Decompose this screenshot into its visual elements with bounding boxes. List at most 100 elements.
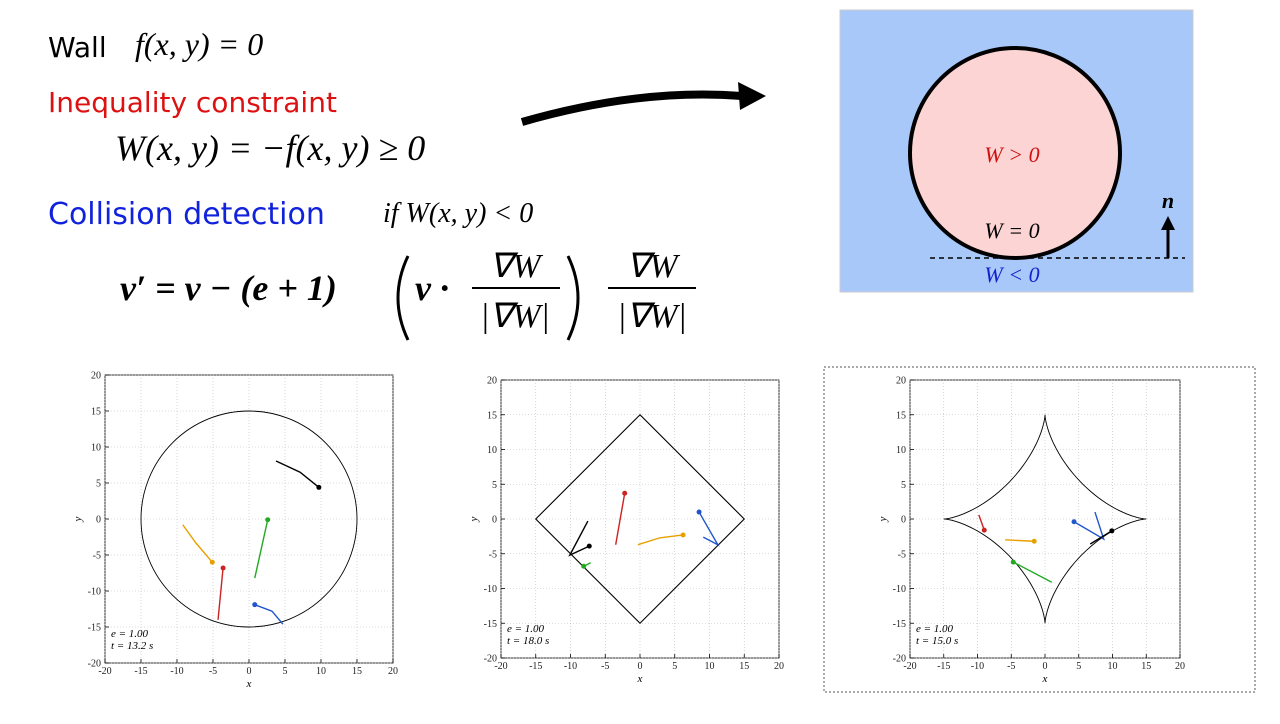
y-tick-label: 20 (487, 376, 497, 387)
x-axis-label: x (1042, 673, 1048, 685)
boundary-label: W = 0 (984, 218, 1039, 243)
particle (1071, 519, 1077, 525)
x-tick-label: 20 (388, 666, 398, 677)
y-tick-label: -20 (484, 654, 497, 665)
y-tick-label: 5 (901, 480, 906, 491)
x-tick-label: 5 (283, 666, 288, 677)
trajectory (217, 567, 224, 620)
y-tick-label: 0 (96, 515, 101, 526)
x-tick-label: 10 (316, 666, 326, 677)
y-axis-label: y (877, 516, 889, 522)
particle (265, 517, 271, 523)
particle (252, 602, 258, 608)
outside-label: W < 0 (984, 262, 1039, 287)
wall (943, 414, 1147, 624)
inside-label: W > 0 (984, 142, 1039, 167)
trajectory (698, 511, 720, 547)
y-tick-label: 20 (91, 371, 101, 382)
wall-label: Wall (48, 31, 107, 64)
y-tick-label: 10 (487, 445, 497, 456)
x-tick-label: 10 (705, 661, 715, 672)
paren (566, 255, 580, 341)
annotation: t = 18.0 s (507, 635, 549, 647)
trajectory (182, 524, 213, 563)
particle (1031, 538, 1037, 544)
x-tick-label: -5 (1007, 661, 1015, 672)
wall-equation: f(x, y) = 0 (135, 26, 263, 62)
annotation: e = 1.00 (916, 623, 954, 635)
reflection-formula: v′ = v − (e + 1) v · ∇W |∇W| ∇W |∇W| (120, 248, 696, 341)
constraint-equation: W(x, y) = −f(x, y) ≥ 0 (115, 128, 425, 168)
fraction-denominator: |∇W| (480, 298, 550, 335)
collision-label: Collision detection (48, 197, 325, 232)
y-tick-label: 20 (896, 376, 906, 387)
x-tick-label: -20 (98, 666, 111, 677)
panel-frame (823, 366, 1256, 693)
trajectory (254, 604, 284, 625)
y-tick-label: 0 (901, 515, 906, 526)
y-tick-label: 5 (492, 480, 497, 491)
x-tick-label: -5 (209, 666, 217, 677)
trajectory (637, 534, 684, 546)
particle (696, 509, 702, 515)
x-tick-label: 0 (1043, 661, 1048, 672)
y-tick-label: 5 (96, 479, 101, 490)
wall-diagram: n W > 0 W = 0 W < 0 (839, 9, 1194, 293)
x-tick-label: 15 (739, 661, 749, 672)
paren (396, 255, 410, 341)
annotation: e = 1.00 (507, 623, 545, 635)
normal-label: n (1162, 188, 1174, 213)
x-tick-label: -15 (134, 666, 147, 677)
arrow-head (738, 82, 766, 110)
y-tick-label: 0 (492, 515, 497, 526)
y-tick-label: 10 (896, 445, 906, 456)
x-tick-label: 0 (247, 666, 252, 677)
x-axis-label: x (246, 678, 252, 690)
x-tick-label: 20 (1175, 661, 1185, 672)
x-tick-label: -20 (494, 661, 507, 672)
particle (209, 559, 215, 565)
y-tick-label: -20 (88, 659, 101, 670)
y-axis-label: y (468, 516, 480, 522)
y-tick-label: 15 (91, 407, 101, 418)
normal-arrow-head (1161, 216, 1175, 230)
trajectory (568, 520, 590, 557)
trajectory (1073, 511, 1105, 541)
trajectory (978, 514, 985, 531)
y-axis-label: y (72, 516, 84, 522)
x-axis-label: x (637, 673, 643, 685)
y-tick-label: 10 (91, 443, 101, 454)
annotation: t = 15.0 s (916, 635, 958, 647)
particle (586, 543, 592, 549)
particle (680, 532, 686, 538)
trajectory (1089, 530, 1113, 545)
x-tick-label: -15 (937, 661, 950, 672)
y-tick-label: -10 (484, 584, 497, 595)
x-tick-label: -15 (529, 661, 542, 672)
particle (1010, 559, 1016, 565)
particle (581, 563, 587, 569)
x-tick-label: -5 (601, 661, 609, 672)
wall (140, 410, 358, 628)
particle (1109, 528, 1115, 534)
y-tick-label: -10 (893, 584, 906, 595)
trajectory (275, 460, 320, 488)
x-tick-label: -10 (564, 661, 577, 672)
chart: -20 -15 -10 -5 0 5 10 15 20 -20 -15 -10 -5 0 5 10 15 20 x y… (72, 371, 398, 691)
y-tick-label: -5 (489, 549, 497, 560)
y-tick-label: 15 (896, 410, 906, 421)
y-tick-label: 15 (487, 410, 497, 421)
wall (534, 413, 746, 625)
y-tick-label: -15 (893, 619, 906, 630)
chart: -20 -15 -10 -5 0 5 10 15 20 -20 -15 -10 -5 0 5 10 15 20 x y… (877, 376, 1185, 686)
trajectory (1005, 539, 1035, 542)
formula-lhs: v′ = v − (e + 1) (120, 268, 337, 308)
fraction-denominator: |∇W| (617, 298, 687, 335)
x-tick-label: -10 (170, 666, 183, 677)
constraint-label: Inequality constraint (48, 86, 337, 119)
x-tick-label: 20 (774, 661, 784, 672)
y-tick-label: -15 (88, 623, 101, 634)
y-tick-label: -15 (484, 619, 497, 630)
y-tick-label: -20 (893, 654, 906, 665)
